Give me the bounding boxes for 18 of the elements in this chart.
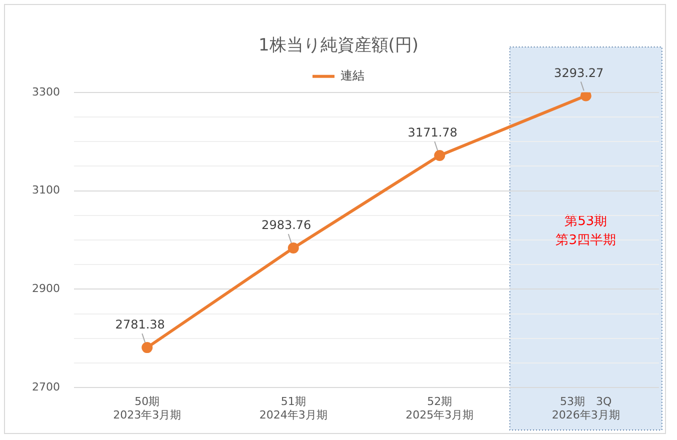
y-tick-label: 2700 — [32, 380, 60, 394]
x-tick-label: 52期 2025年3月期 — [406, 395, 474, 422]
point — [580, 92, 592, 102]
data-label: 2983.76 — [262, 218, 312, 232]
y-tick-label: 3100 — [32, 184, 60, 197]
point — [434, 150, 446, 161]
legend-label: 連結 — [340, 68, 364, 83]
data-label: 3171.78 — [408, 126, 458, 140]
point — [142, 342, 153, 354]
data-label: 3293.27 — [554, 66, 604, 80]
y-tick-label: 2900 — [32, 282, 60, 296]
x-tick-label: 51期 2024年3月期 — [259, 395, 328, 422]
point — [288, 242, 299, 254]
chart-title: 1株当り純資産額(円) — [258, 36, 419, 56]
x-tick-label: 50期 2023年3月期 — [113, 395, 182, 422]
x-tick-label: 53期 3Q 2026年3月期 — [552, 395, 620, 422]
data-label: 2781.38 — [115, 318, 165, 332]
y-tick-label: 3300 — [32, 85, 60, 98]
